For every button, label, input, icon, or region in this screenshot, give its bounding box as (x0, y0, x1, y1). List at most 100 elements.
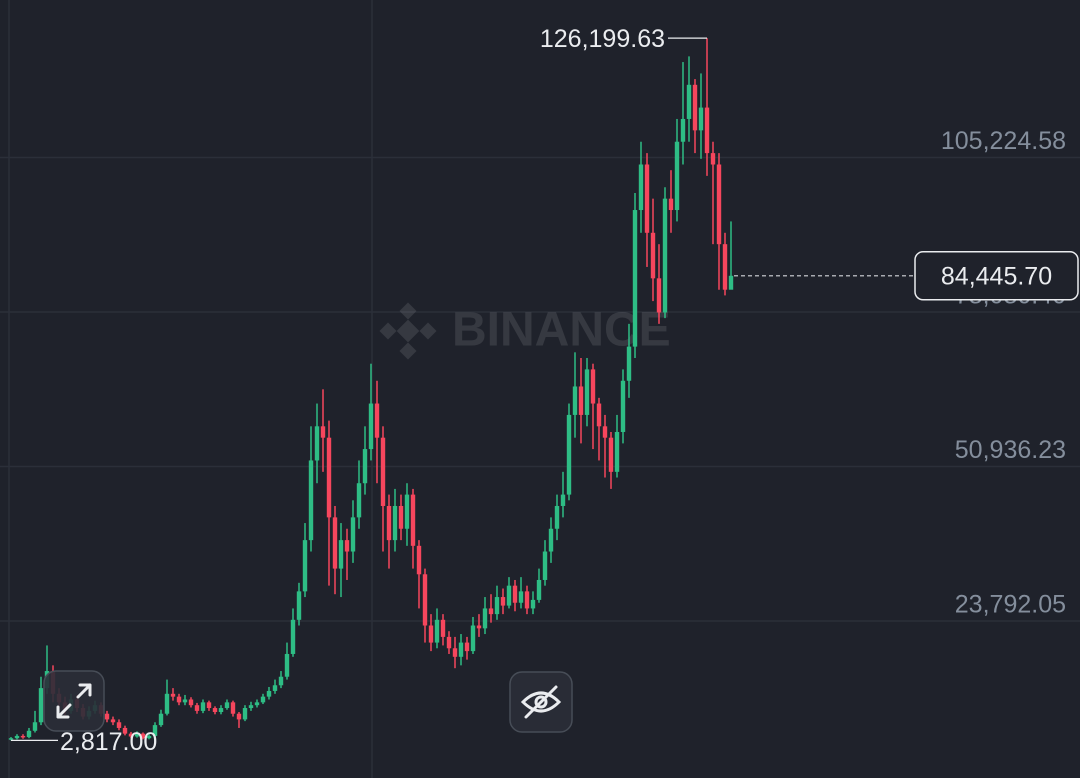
y-tick-label: 23,792.05 (955, 591, 1066, 619)
candle-body (200, 702, 206, 711)
candle-body (266, 690, 272, 697)
candle-body (710, 153, 716, 165)
candle-body (26, 730, 32, 738)
candle-body (158, 713, 164, 726)
candle-body (374, 403, 380, 438)
candle-body (398, 505, 404, 529)
candle-body (500, 597, 506, 606)
candle-body (494, 597, 500, 615)
candle-body (596, 403, 602, 427)
watermark-text: BINANCE (452, 304, 671, 357)
expand-icon (56, 683, 92, 719)
candle-body (416, 545, 422, 575)
candle-body (572, 386, 578, 415)
candle-body (536, 579, 542, 600)
y-tick-label: 105,224.58 (941, 127, 1066, 155)
candle-body (632, 210, 638, 347)
candle-body (290, 619, 296, 654)
candle-body (224, 702, 230, 709)
hide-button[interactable] (509, 671, 573, 733)
candle-body (314, 426, 320, 461)
candle-body (260, 696, 266, 703)
candle-body (182, 699, 188, 703)
candle-body (692, 84, 698, 131)
candle-body (488, 608, 494, 615)
candle-body (140, 733, 146, 739)
candle-body (332, 517, 338, 569)
candle-body (320, 426, 326, 438)
candle-body (458, 642, 464, 657)
candle-body (242, 708, 248, 720)
eye-off-icon (520, 685, 562, 719)
candle-body (464, 642, 470, 652)
min-label: 2,817.00 (60, 728, 157, 756)
candle-body (434, 619, 440, 643)
candle-body (164, 693, 170, 714)
candle-body (302, 540, 308, 592)
candle-body (14, 735, 20, 739)
candle-body (368, 403, 374, 450)
candles (8, 38, 734, 741)
candle-body (218, 708, 224, 713)
candle-body (614, 431, 620, 472)
candle-body (476, 625, 482, 629)
candle-body (656, 278, 662, 313)
candle-body (8, 738, 14, 740)
candle-body (530, 599, 536, 609)
candle-body (674, 141, 680, 211)
candle-body (392, 505, 398, 541)
candle-body (326, 437, 332, 518)
candle-body (554, 505, 560, 529)
candle-body (668, 198, 674, 211)
candle-body (512, 585, 518, 603)
candle-body (698, 107, 704, 131)
candle-body (428, 625, 434, 643)
candle-body (248, 705, 254, 709)
candle-body (32, 722, 38, 731)
candle-body (728, 275, 734, 290)
candle-body (584, 369, 590, 415)
candle-body (308, 460, 314, 541)
candle-body (170, 693, 176, 697)
candle-body (338, 540, 344, 569)
candle-body (422, 574, 428, 626)
candle-body (296, 591, 302, 620)
candle-body (620, 380, 626, 432)
candle-body (356, 483, 362, 518)
candle-body (134, 733, 140, 737)
fullscreen-button[interactable] (43, 670, 105, 732)
candle-body (386, 505, 392, 541)
last-price-box (914, 251, 1079, 301)
candle-body (446, 636, 452, 649)
candle-body (602, 426, 608, 438)
candle-body (212, 708, 218, 713)
candle-body (128, 733, 134, 737)
candle-body (542, 551, 548, 580)
candle-body (230, 702, 236, 714)
candle-body (440, 619, 446, 637)
candle-body (116, 722, 122, 728)
candle-body (380, 437, 386, 506)
candle-body (152, 725, 158, 736)
candle-body (254, 702, 260, 706)
y-tick-label: 50,936.23 (955, 436, 1066, 464)
candle-body (608, 437, 614, 472)
candle-body (344, 540, 350, 552)
max-label: 126,199.63 (540, 25, 665, 53)
candle-body (404, 494, 410, 529)
candle-body (362, 449, 368, 484)
candle-body (626, 346, 632, 381)
candle-body (272, 685, 278, 691)
candle-body (506, 585, 512, 606)
button-bg[interactable] (43, 670, 105, 732)
candle-body (704, 107, 710, 154)
candle-body (482, 608, 488, 629)
candle-body (284, 653, 290, 677)
candle-body (278, 676, 284, 686)
candle-body (548, 528, 554, 552)
candle-body (20, 735, 26, 738)
candle-body (578, 386, 584, 415)
